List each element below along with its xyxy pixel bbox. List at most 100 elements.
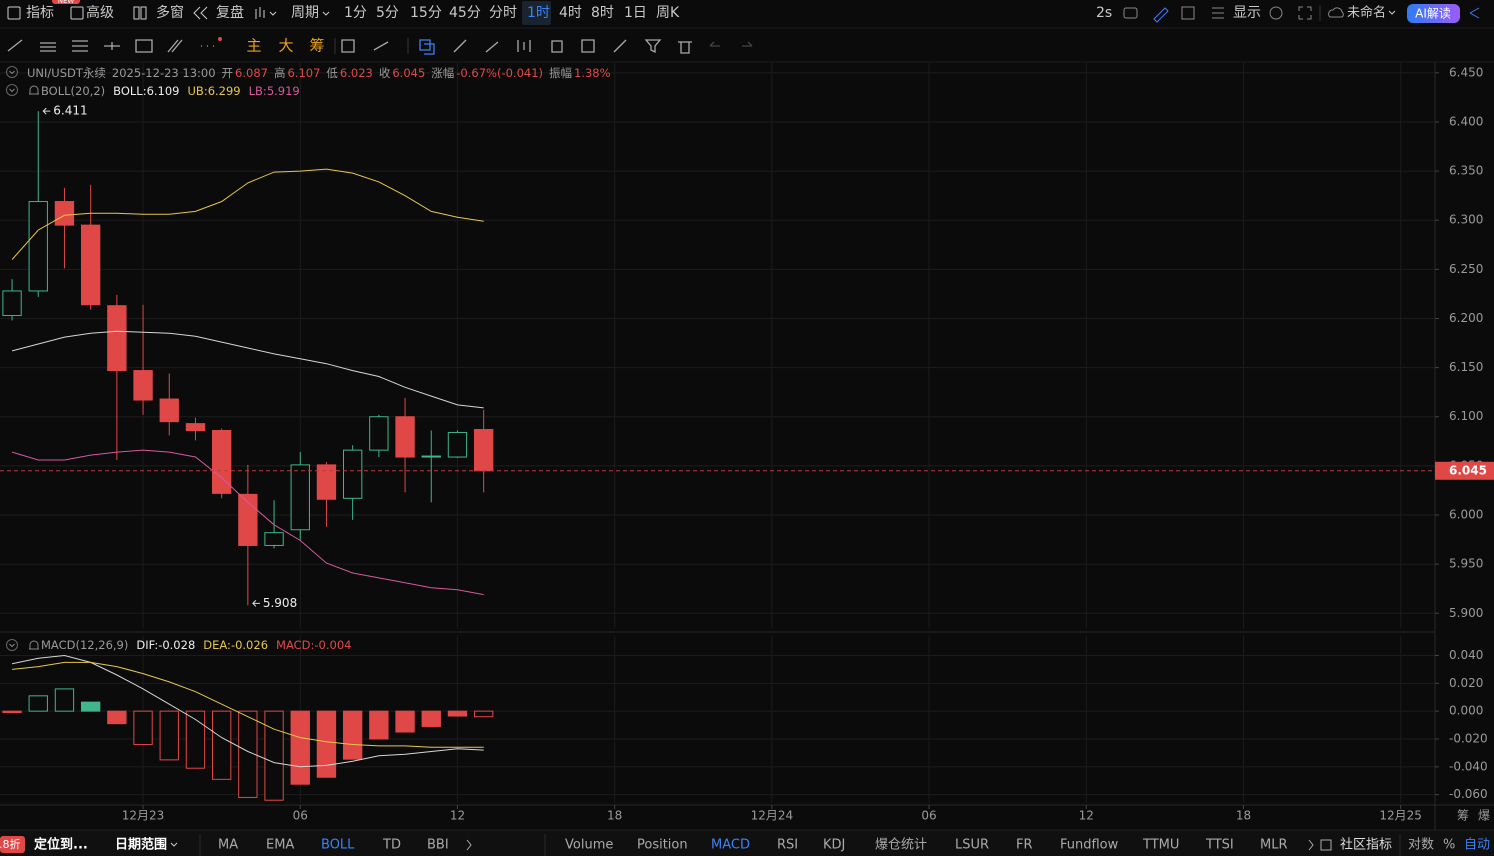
drawing-tool[interactable] xyxy=(485,41,499,53)
drawing-tool[interactable] xyxy=(104,42,120,50)
macd-bar xyxy=(238,710,258,798)
candle-body xyxy=(290,464,310,531)
collapse-icon xyxy=(9,643,15,648)
collapse-icon xyxy=(9,88,15,93)
layout-name[interactable]: 未命名 xyxy=(1347,5,1386,21)
legend-line: MACD(12,26,9) DIF:-0.028 DEA:-0.026 MACD:-0… xyxy=(41,638,351,652)
y-tick-label: 5.950 xyxy=(1449,557,1483,571)
drawing-tool[interactable] xyxy=(419,39,435,55)
sub-indicator[interactable]: Position xyxy=(637,838,688,853)
drawing-tool[interactable] xyxy=(7,39,23,52)
drawing-tool[interactable] xyxy=(453,39,467,53)
tool-label[interactable]: 筹 xyxy=(309,37,324,55)
community[interactable]: 社区指标 xyxy=(1340,837,1392,853)
period-item[interactable]: 8时 xyxy=(591,5,614,21)
period-item[interactable]: 1时 xyxy=(527,5,550,21)
period-label[interactable]: 周期 xyxy=(291,5,319,21)
collapse-icon xyxy=(6,639,18,651)
period-item[interactable]: 15分 xyxy=(410,5,442,21)
menu-item[interactable]: 高级 xyxy=(86,4,114,21)
period-item[interactable]: 5分 xyxy=(376,5,399,21)
sub-indicator[interactable]: TTSI xyxy=(1205,838,1234,853)
legend-text: DIF: xyxy=(136,638,158,652)
drawing-tool[interactable] xyxy=(678,41,692,54)
menu-item[interactable]: 复盘 xyxy=(216,4,244,21)
drawing-tool[interactable] xyxy=(613,39,627,53)
candle-body xyxy=(264,532,284,546)
menu-item[interactable]: 多窗 xyxy=(156,4,184,21)
macd-bar xyxy=(447,710,468,717)
scale-option[interactable]: % xyxy=(1443,838,1455,853)
period-item[interactable]: 1日 xyxy=(624,5,647,21)
sub-indicator[interactable]: LSUR xyxy=(955,838,989,853)
main-indicator[interactable]: BBI xyxy=(427,838,449,853)
axis-corner[interactable]: 筹 xyxy=(1457,809,1469,823)
drawing-tool[interactable] xyxy=(742,41,753,47)
refresh[interactable]: 2s xyxy=(1096,5,1112,21)
discount: .8折 xyxy=(0,837,21,851)
x-tick-label: 12月23 xyxy=(122,809,165,823)
main-indicator[interactable]: TD xyxy=(382,838,401,853)
ai-button-text[interactable]: AI解读 xyxy=(1415,7,1451,21)
locate[interactable]: 定位到... xyxy=(33,837,88,853)
drawing-tool[interactable] xyxy=(581,39,595,53)
drawing-tool[interactable] xyxy=(517,40,531,52)
period-item[interactable]: 周K xyxy=(656,5,680,21)
discount-badge xyxy=(0,836,25,853)
scale-option[interactable]: 自动 xyxy=(1464,838,1490,853)
menu-icon xyxy=(70,6,84,20)
ai-button[interactable] xyxy=(1407,4,1460,23)
sub-indicator[interactable]: Volume xyxy=(565,838,613,853)
macd-bar xyxy=(342,710,363,760)
candle-body xyxy=(238,493,258,546)
candle-body xyxy=(28,201,48,292)
candle-body xyxy=(421,455,441,458)
candle-body xyxy=(54,201,75,226)
y-tick-label: -0.060 xyxy=(1449,787,1488,801)
y-tick-label: 0.000 xyxy=(1449,704,1483,718)
gear-icon xyxy=(1269,6,1283,20)
sub-indicator[interactable]: MACD xyxy=(711,838,750,853)
sub-indicator[interactable]: MLR xyxy=(1260,838,1288,853)
legend-text: -0.67%(-0.041) xyxy=(456,66,543,80)
tool-label[interactable]: 主 xyxy=(246,37,261,55)
candle-body xyxy=(473,429,494,472)
drawing-tool[interactable] xyxy=(644,39,662,54)
caret xyxy=(170,842,178,847)
drawing-tool[interactable] xyxy=(135,39,153,53)
period-item[interactable]: 4时 xyxy=(559,5,582,21)
main-indicator[interactable]: MA xyxy=(218,838,238,853)
main-indicator[interactable]: BOLL xyxy=(321,838,355,853)
display[interactable]: 显示 xyxy=(1233,5,1261,21)
tool-label[interactable]: 大 xyxy=(278,37,293,55)
axis-corner[interactable]: 爆 xyxy=(1478,809,1490,823)
drawing-tool[interactable] xyxy=(551,40,563,53)
candle-body xyxy=(185,423,206,431)
main-indicator[interactable]: EMA xyxy=(266,838,294,853)
period-item[interactable]: 1分 xyxy=(344,5,367,21)
drawing-tool[interactable] xyxy=(167,39,183,53)
x-tick-label: 18 xyxy=(607,809,622,823)
drawing-tool[interactable] xyxy=(373,41,389,51)
period-item[interactable]: 45分 xyxy=(449,5,481,21)
legend-text: 5.919 xyxy=(267,84,300,98)
sub-indicator[interactable]: KDJ xyxy=(823,838,845,853)
sub-indicator[interactable]: 爆仓统计 xyxy=(875,838,927,853)
menu-item[interactable]: 指标 xyxy=(26,5,54,21)
drawing-tool[interactable] xyxy=(40,42,56,52)
drawing-tool[interactable] xyxy=(72,40,88,52)
extreme-label: 6.411 xyxy=(53,104,87,118)
drawing-tool[interactable] xyxy=(709,41,720,47)
sub-indicator[interactable]: FR xyxy=(1016,838,1033,853)
drawing-tool[interactable] xyxy=(341,39,355,53)
sub-indicator[interactable]: Fundflow xyxy=(1060,838,1119,853)
legend-text: 涨幅 xyxy=(431,66,454,80)
legend-text: BOLL: xyxy=(113,84,146,98)
period-item[interactable]: 分时 xyxy=(489,5,517,21)
scale-option[interactable]: 对数 xyxy=(1408,838,1434,853)
sub-indicator[interactable]: RSI xyxy=(777,838,798,853)
date-range[interactable]: 日期范围 xyxy=(115,837,167,853)
legend-text: 1.38% xyxy=(574,66,611,80)
sub-indicator[interactable]: TTMU xyxy=(1142,838,1179,853)
